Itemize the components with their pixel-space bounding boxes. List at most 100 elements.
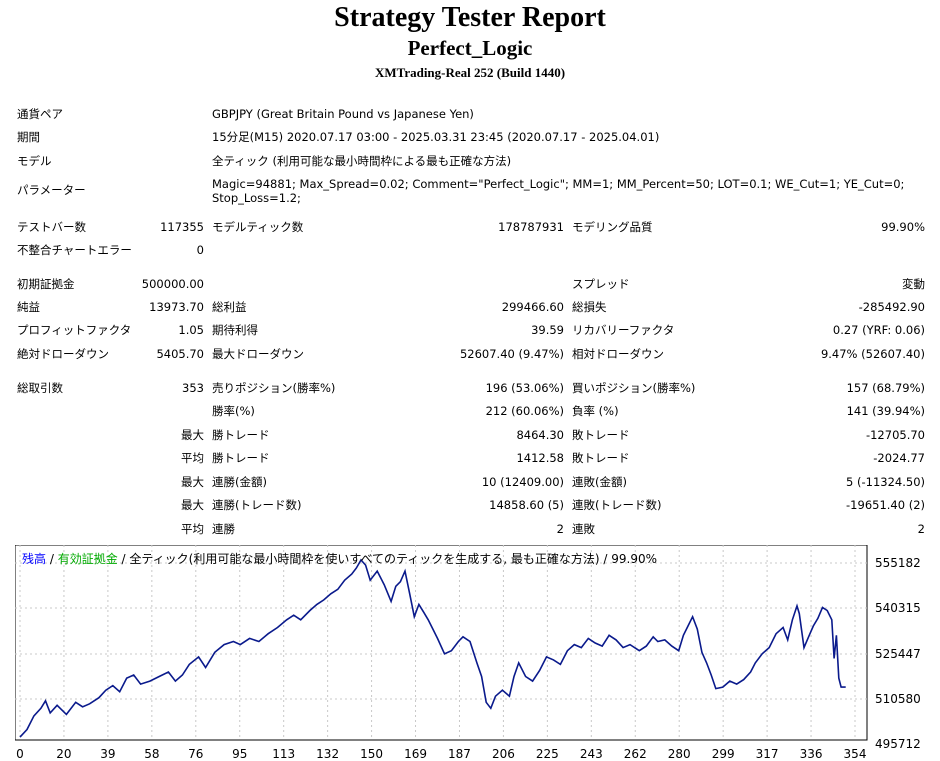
x-tick-label: 206 (492, 747, 515, 761)
params-label: パラメーター (17, 183, 86, 197)
balance-chart: 0 20 39 58 76 95 113 132 150 169 187 206 225 243 262 28… (15, 545, 921, 761)
avg-label: 平均 (181, 451, 204, 465)
deposit-value: 500000.00 (141, 277, 204, 291)
avg-loss-label: 敗トレード (572, 451, 630, 465)
x-tick-label: 299 (712, 747, 735, 761)
max-consec-profit-value: 14858.60 (5) (489, 498, 564, 512)
max-label: 最大 (181, 428, 204, 442)
net-label: 純益 (17, 300, 40, 314)
legend-equity: 有効証拠金 (57, 552, 118, 566)
max-consec-wins-value: 10 (12409.00) (481, 475, 564, 489)
y-axis-ticks: 555182 540315 525447 510580 495712 (875, 556, 921, 751)
loss-rate-value: 141 (39.94%) (846, 404, 925, 418)
max-label: 最大 (181, 475, 204, 489)
y-tick-label: 540315 (875, 601, 921, 615)
avg-consec-losses-label: 連敗 (572, 522, 595, 536)
largest-loss-label: 敗トレード (572, 428, 630, 442)
loss-rate-label: 負率 (%) (572, 404, 619, 418)
max-dd-value: 52607.40 (9.47%) (459, 347, 564, 361)
x-tick-label: 150 (360, 747, 383, 761)
deposit-label: 初期証拠金 (17, 277, 75, 291)
avg-label: 平均 (181, 522, 204, 536)
expected-value: 39.59 (531, 323, 564, 337)
chart-frame (15, 545, 868, 741)
max-consec-losses-value: 5 (-11324.50) (846, 475, 925, 489)
x-tick-label: 0 (16, 747, 24, 761)
bars-label: テストバー数 (17, 220, 86, 234)
legend-balance: 残高 (22, 552, 47, 566)
avg-consec-losses-value: 2 (917, 522, 925, 536)
x-tick-label: 169 (404, 747, 427, 761)
x-tick-label: 58 (144, 747, 159, 761)
symbol-value: GBPJPY (Great Britain Pound vs Japanese … (212, 107, 474, 121)
avg-consec-wins-label: 連勝 (212, 522, 235, 536)
y-tick-label: 495712 (875, 737, 921, 751)
ea-name: Perfect_Logic (407, 36, 533, 60)
y-tick-label: 510580 (875, 692, 921, 706)
period-value: 15分足(M15) 2020.07.17 03:00 - 2025.03.31 … (212, 130, 660, 144)
max-consec-loss-value: -19651.40 (2) (846, 498, 925, 512)
rel-dd-value: 9.47% (52607.40) (820, 347, 925, 361)
period-label: 期間 (17, 130, 40, 144)
max-dd-label: 最大ドローダウン (212, 347, 304, 361)
recovery-value: 0.27 (YRF: 0.06) (832, 323, 925, 337)
trades-value: 353 (182, 381, 204, 395)
y-tick-label: 525447 (875, 647, 921, 661)
max-consec-loss-label: 連敗(トレード数) (572, 498, 662, 512)
expected-label: 期待利得 (212, 323, 258, 337)
max-consec-profit-label: 連勝(トレード数) (212, 498, 302, 512)
x-tick-label: 354 (844, 747, 867, 761)
trades-label: 総取引数 (17, 381, 63, 395)
y-tick-label: 555182 (875, 556, 921, 570)
ticks-label: モデルティック数 (212, 220, 304, 234)
short-label: 売りポジション(勝率%) (212, 381, 336, 395)
max-consec-losses-label: 連敗(金額) (572, 475, 627, 489)
model-label: モデル (17, 154, 52, 168)
net-value: 13973.70 (149, 300, 204, 314)
server-name: XMTrading-Real 252 (Build 1440) (374, 65, 566, 80)
report-title: Strategy Tester Report (334, 2, 606, 33)
short-value: 196 (53.06%) (485, 381, 564, 395)
recovery-label: リカバリーファクタ (572, 323, 675, 337)
x-tick-label: 113 (272, 747, 295, 761)
x-tick-label: 262 (624, 747, 647, 761)
largest-win-value: 8464.30 (516, 428, 564, 442)
x-tick-label: 243 (580, 747, 603, 761)
chart-grid (15, 545, 867, 740)
ticks-value: 178787931 (498, 220, 564, 234)
legend-description: / 全ティック(利用可能な最小時間枠を使いすべてのティックを生成する, 最も正確… (117, 552, 658, 566)
x-tick-label: 95 (232, 747, 247, 761)
pf-label: プロフィットファクタ (17, 323, 132, 337)
gross-profit-value: 299466.60 (501, 300, 564, 314)
x-tick-label: 39 (100, 747, 115, 761)
pf-value: 1.05 (178, 323, 204, 337)
chart-legend: 残高 / 有効証拠金 / 全ティック(利用可能な最小時間枠を使いすべてのティック… (22, 550, 657, 567)
long-label: 買いポジション(勝率%) (572, 381, 696, 395)
x-tick-label: 76 (188, 747, 203, 761)
x-axis-ticks: 0 20 39 58 76 95 113 132 150 169 187 206 225 243 262 28… (16, 747, 866, 761)
avg-loss-value: -2024.77 (873, 451, 925, 465)
quality-label: モデリング品質 (572, 220, 653, 234)
max-consec-wins-label: 連勝(金額) (212, 475, 267, 489)
x-tick-label: 132 (316, 747, 339, 761)
win-rate-value: 212 (60.06%) (485, 404, 564, 418)
x-tick-label: 336 (800, 747, 823, 761)
max-label: 最大 (181, 498, 204, 512)
balance-line (19, 558, 846, 738)
abs-dd-value: 5405.70 (156, 347, 204, 361)
params-value: Magic=94881; Max_Spread=0.02; Comment="P… (212, 177, 905, 205)
legend-separator: / (46, 552, 58, 566)
avg-consec-wins-value: 2 (556, 522, 564, 536)
gross-loss-value: -285492.90 (858, 300, 925, 314)
spread-label: スプレッド (572, 277, 630, 291)
win-rate-label: 勝率(%) (212, 404, 255, 418)
mismatch-value: 0 (196, 243, 204, 257)
spread-value: 変動 (902, 277, 925, 291)
bars-value: 117355 (160, 220, 204, 234)
avg-win-label: 勝トレード (212, 451, 270, 465)
long-value: 157 (68.79%) (846, 381, 925, 395)
x-tick-label: 225 (536, 747, 559, 761)
x-tick-label: 187 (448, 747, 471, 761)
symbol-label: 通貨ペア (17, 107, 63, 121)
x-tick-label: 20 (56, 747, 71, 761)
